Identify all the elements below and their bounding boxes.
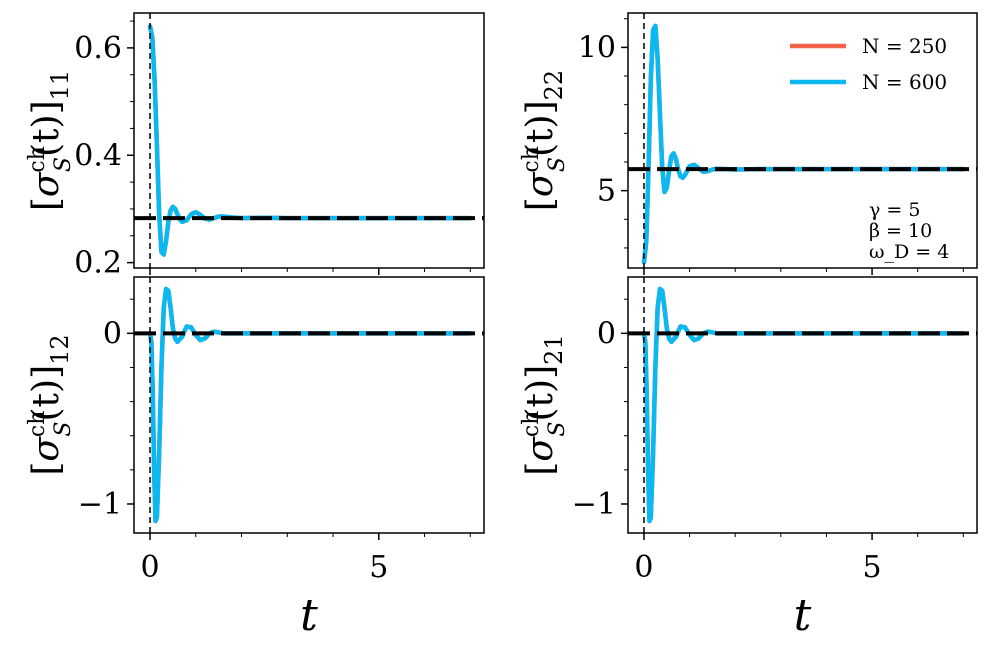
ytick-label: 5 — [597, 174, 616, 209]
ytick-label: −1 — [572, 487, 616, 522]
plot-area — [134, 13, 484, 268]
legend-label: N = 600 — [862, 70, 947, 94]
ylabel-sub: S — [51, 421, 76, 436]
ylabel-bracket: ] — [520, 100, 561, 114]
ytick-label: 0 — [597, 316, 616, 351]
ylabel-sub: S — [545, 421, 570, 436]
plot-area — [134, 277, 484, 533]
axes-frame — [627, 276, 978, 534]
ytick-label: −1 — [78, 487, 122, 522]
ylabel-arg: (t) — [26, 114, 67, 157]
ylabel-sigma: σ — [26, 436, 67, 462]
ylabel: [σchS(t)]12 — [25, 334, 76, 475]
legend-label: N = 250 — [862, 34, 947, 58]
ylabel-arg: (t) — [520, 114, 561, 157]
ylabel-index: 12 — [46, 334, 74, 365]
series-line-n250 — [147, 24, 473, 257]
panel-bottom-right: −1 0 0 5 [σchS(t)]21 t — [519, 276, 978, 641]
panel-bottom-left: −1 0 0 5 [σchS(t)]12 t — [25, 276, 485, 641]
ylabel: [σchS(t)]11 — [25, 70, 76, 211]
ylabel-arg: (t) — [520, 379, 561, 422]
series-line-n600 — [147, 286, 473, 524]
series-line-n250 — [641, 286, 966, 524]
series-line-n250 — [147, 286, 473, 524]
ylabel-sigma: σ — [520, 171, 561, 197]
xtick-label: 0 — [634, 550, 653, 585]
axes-frame — [133, 276, 485, 534]
axes-frame — [627, 12, 978, 269]
ylabel-arg: (t) — [26, 379, 67, 422]
parameter-annotation: γ = 5β = 10ω_D = 4 — [869, 199, 949, 263]
ylabel-sub: S — [51, 157, 76, 172]
ylabel-index: 21 — [540, 334, 568, 365]
ylabel-bracket: [ — [26, 197, 67, 211]
xtick-label: 0 — [140, 550, 159, 585]
ytick-label: 0.2 — [74, 246, 122, 281]
ylabel-sub: S — [545, 157, 570, 172]
ylabel-sigma: σ — [520, 436, 561, 462]
xtick-label: 5 — [863, 550, 882, 585]
param-label: γ = 5 — [869, 199, 920, 221]
ylabel-sup: ch — [25, 146, 50, 173]
axes-frame — [133, 12, 485, 269]
ytick-label: 0.6 — [74, 31, 122, 66]
ylabel-sup: ch — [25, 411, 50, 438]
series-line-n600 — [641, 286, 966, 524]
plot-area — [628, 13, 977, 268]
ylabel-bracket: [ — [26, 462, 67, 476]
ylabel-bracket: [ — [520, 197, 561, 211]
xtick-label: 5 — [369, 550, 388, 585]
plot-area — [628, 277, 977, 533]
ylabel-index: 22 — [540, 70, 568, 101]
xlabel: t — [794, 590, 812, 641]
param-label: ω_D = 4 — [869, 241, 949, 263]
ylabel-bracket: ] — [26, 100, 67, 114]
ylabel-bracket: [ — [520, 462, 561, 476]
ylabel: [σchS(t)]21 — [519, 334, 570, 475]
ylabel: [σchS(t)]22 — [519, 70, 570, 211]
param-label: β = 10 — [869, 220, 932, 242]
legend: N = 250 N = 600 — [790, 34, 947, 94]
panel-top-left: 0.2 0.4 0.6 [σchS(t)]11 — [25, 12, 485, 281]
ylabel-sup: ch — [519, 146, 544, 173]
ytick-label: 10 — [578, 30, 616, 65]
ylabel-sigma: σ — [26, 171, 67, 197]
ytick-label: 0 — [103, 316, 122, 351]
ytick-label: 0.4 — [74, 138, 122, 173]
ylabel-sup: ch — [519, 411, 544, 438]
xlabel: t — [300, 590, 318, 641]
ylabel-index: 11 — [46, 70, 74, 101]
ylabel-bracket: ] — [520, 365, 561, 379]
ylabel-bracket: ] — [26, 365, 67, 379]
series-line-n600 — [147, 24, 473, 257]
